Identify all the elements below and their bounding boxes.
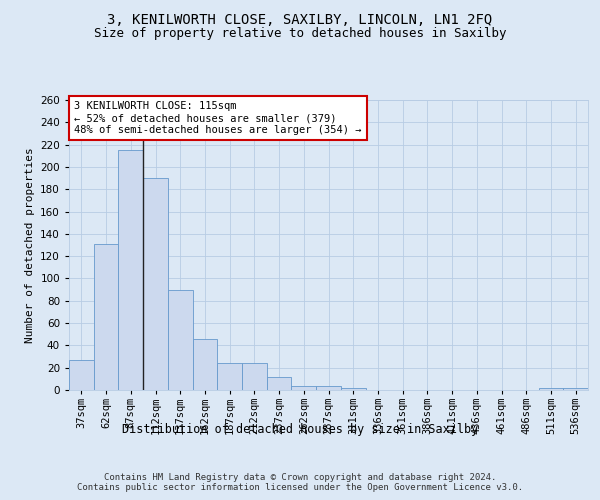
Bar [168, 290, 193, 390]
Text: Contains HM Land Registry data © Crown copyright and database right 2024.
Contai: Contains HM Land Registry data © Crown c… [77, 472, 523, 492]
Bar [217, 363, 242, 390]
Bar [267, 376, 292, 390]
Bar [292, 386, 316, 390]
Bar [94, 244, 118, 390]
Text: 3 KENILWORTH CLOSE: 115sqm
← 52% of detached houses are smaller (379)
48% of sem: 3 KENILWORTH CLOSE: 115sqm ← 52% of deta… [74, 102, 362, 134]
Text: 3, KENILWORTH CLOSE, SAXILBY, LINCOLN, LN1 2FQ: 3, KENILWORTH CLOSE, SAXILBY, LINCOLN, L… [107, 12, 493, 26]
Bar [563, 388, 588, 390]
Bar [118, 150, 143, 390]
Text: Size of property relative to detached houses in Saxilby: Size of property relative to detached ho… [94, 28, 506, 40]
Bar [242, 363, 267, 390]
Y-axis label: Number of detached properties: Number of detached properties [25, 147, 35, 343]
Bar [316, 386, 341, 390]
Bar [193, 338, 217, 390]
Bar [341, 388, 365, 390]
Bar [143, 178, 168, 390]
Bar [539, 388, 563, 390]
Text: Distribution of detached houses by size in Saxilby: Distribution of detached houses by size … [122, 422, 478, 436]
Bar [69, 360, 94, 390]
